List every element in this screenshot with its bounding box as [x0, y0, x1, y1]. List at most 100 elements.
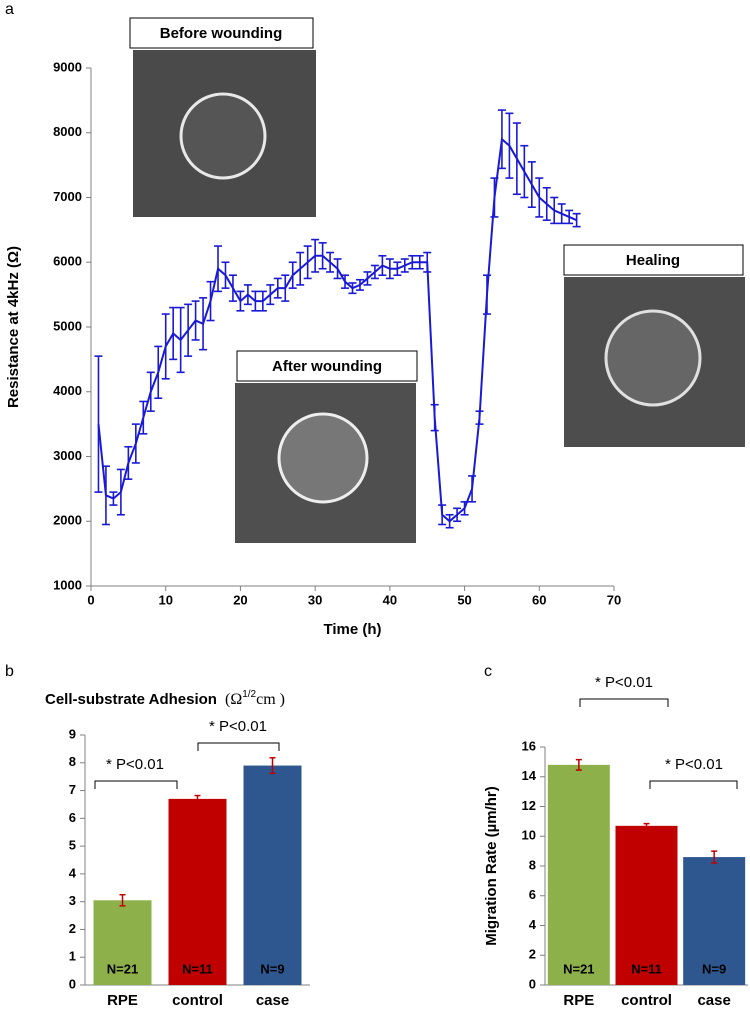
- error-bar: [408, 254, 417, 270]
- y-tick-label: 6: [529, 887, 536, 902]
- x-tick-label: 50: [457, 592, 471, 607]
- error-bar: [116, 468, 125, 516]
- inset-title: After wounding: [272, 358, 382, 375]
- error-bar: [348, 282, 357, 295]
- title-unit-rest: cm ): [256, 691, 285, 708]
- error-bar: [214, 245, 223, 293]
- title-unit: (Ω: [225, 691, 242, 708]
- bar: [243, 765, 302, 985]
- error-bar: [438, 504, 447, 526]
- y-tick-label: 4000: [53, 383, 82, 398]
- y-tick-label: 3: [69, 893, 76, 908]
- bar-label: N=9: [702, 961, 726, 976]
- x-tick-label: RPE: [563, 992, 594, 1009]
- y-tick-label: 0: [529, 976, 536, 991]
- error-bar: [475, 410, 484, 425]
- y-tick-label: 1: [69, 949, 76, 964]
- error-bar: [131, 423, 140, 464]
- bar-label: N=11: [631, 961, 662, 976]
- y-tick-label: 4: [529, 917, 537, 932]
- bar: [683, 857, 746, 985]
- error-bar: [124, 445, 133, 480]
- inset-title-box: [236, 350, 418, 382]
- y-tick-label: 4: [69, 865, 77, 880]
- error-bar: [370, 264, 379, 280]
- y-tick-label: 2: [529, 947, 536, 962]
- panel-label: b: [5, 663, 14, 680]
- inset-title: Before wounding: [160, 25, 283, 42]
- inset-well: [604, 309, 702, 407]
- error-bar: [326, 251, 335, 273]
- error-bar: [266, 284, 275, 306]
- error-bar: [199, 297, 208, 351]
- y-tick-label: 14: [522, 768, 537, 783]
- bar-label: N=9: [260, 961, 284, 976]
- significance-bracket: [649, 780, 738, 789]
- error-bar: [303, 245, 312, 280]
- error-bar: [101, 465, 110, 526]
- inset-after: After wounding: [235, 350, 418, 543]
- inset-healing: Healing: [563, 244, 745, 447]
- x-tick-label: 30: [308, 592, 322, 607]
- error-bar: [550, 196, 559, 225]
- error-bar: [385, 258, 394, 280]
- bar: [168, 798, 227, 985]
- significance-label: * P<0.01: [595, 674, 653, 691]
- error-bar: [184, 303, 193, 357]
- y-tick-label: 1000: [53, 577, 82, 592]
- chart-title: Cell-substrate Adhesion (Ω1/2cm ): [45, 689, 285, 708]
- y-tick-label: 8: [69, 754, 76, 769]
- y-tick-label: 9: [69, 726, 76, 741]
- error-bar: [228, 274, 237, 302]
- error-bar: [453, 507, 462, 523]
- bar: [615, 825, 678, 985]
- error-bar: [191, 300, 200, 341]
- error-bar: [520, 144, 529, 199]
- error-bar: [318, 242, 327, 270]
- x-tick-label: 10: [158, 592, 172, 607]
- error-bar: [423, 251, 432, 273]
- error-bar: [393, 261, 402, 277]
- y-axis-label: Migration Rate (µm/hr): [483, 786, 500, 945]
- error-bar: [400, 258, 409, 273]
- panel-label: c: [484, 663, 492, 680]
- error-bar: [363, 271, 372, 286]
- x-tick-label: RPE: [107, 992, 138, 1009]
- bar: [93, 900, 152, 985]
- error-bar: [490, 177, 499, 218]
- x-tick-label: 70: [607, 592, 621, 607]
- error-bar: [575, 758, 582, 771]
- x-tick-label: 0: [87, 592, 94, 607]
- error-bar: [258, 290, 267, 312]
- x-tick-label: 60: [532, 592, 546, 607]
- error-bar: [535, 177, 544, 218]
- error-bar: [643, 822, 650, 829]
- error-bar: [206, 280, 215, 322]
- y-tick-label: 10: [522, 828, 536, 843]
- y-axis-label: Resistance at 4kHz (Ω): [5, 246, 22, 408]
- error-bar: [527, 161, 536, 209]
- error-bar: [221, 261, 230, 289]
- error-bar: [355, 278, 364, 291]
- error-bar: [497, 109, 506, 170]
- error-bar: [169, 306, 178, 361]
- inset-title-box: [563, 244, 744, 276]
- error-bar: [194, 794, 201, 803]
- panel-label: a: [5, 1, 14, 18]
- x-tick-label: control: [621, 992, 672, 1009]
- error-bar: [445, 513, 454, 529]
- significance-label: * P<0.01: [106, 756, 164, 773]
- title-unit-sup: 1/2: [242, 689, 256, 700]
- significance-bracket: [579, 698, 669, 707]
- x-tick-label: control: [172, 992, 223, 1009]
- y-tick-label: 8000: [53, 124, 82, 139]
- error-bar: [565, 209, 574, 225]
- significance-bracket: [197, 742, 280, 751]
- significance-label: * P<0.01: [209, 718, 267, 735]
- significance-bracket: [94, 780, 178, 789]
- y-tick-label: 5000: [53, 318, 82, 333]
- error-bar: [176, 306, 185, 374]
- error-bar: [94, 355, 103, 493]
- bar-label: N=11: [182, 961, 213, 976]
